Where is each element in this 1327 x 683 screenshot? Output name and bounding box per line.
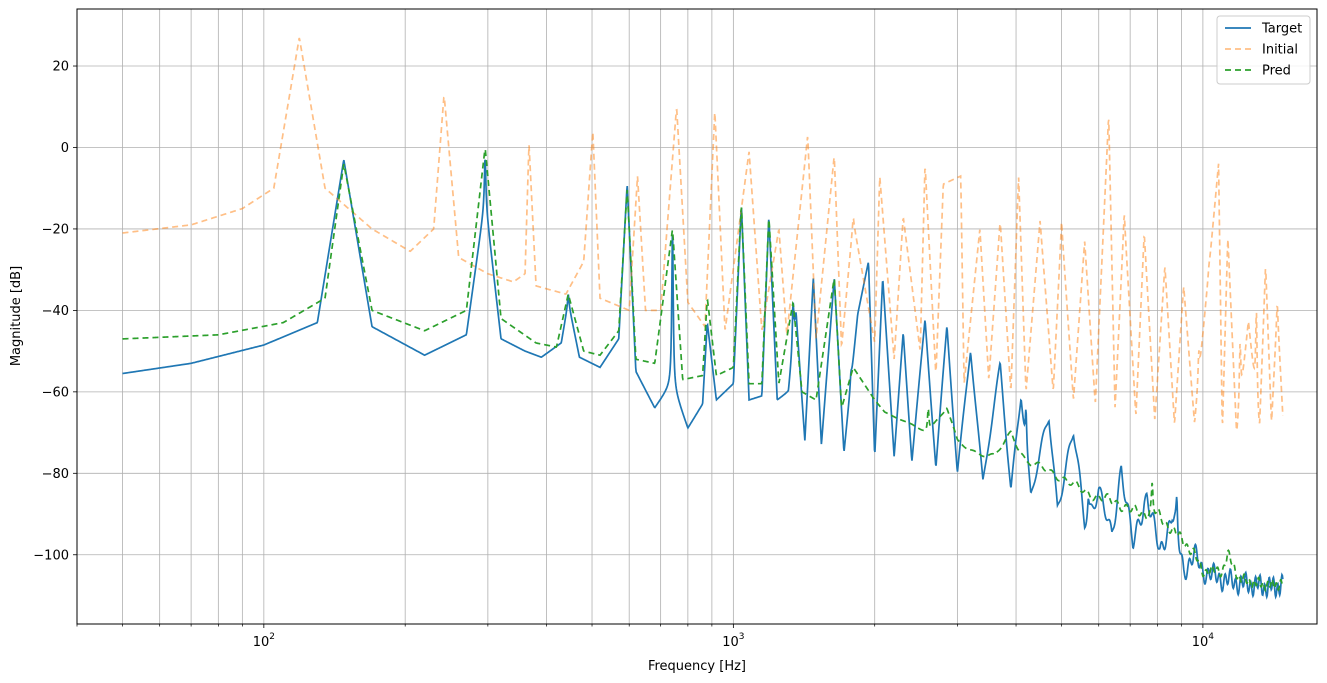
series-layer bbox=[122, 37, 1284, 600]
y-tick-label: −20 bbox=[42, 222, 69, 237]
y-axis-label: Magnitude [dB] bbox=[9, 266, 24, 366]
legend: Target Initial Pred bbox=[1216, 15, 1311, 85]
x-tick-label: 104 bbox=[1192, 632, 1215, 650]
x-axis-label: Frequency [Hz] bbox=[648, 659, 746, 674]
series-line-pred bbox=[122, 148, 1284, 593]
series-line-target bbox=[122, 159, 1284, 600]
x-axis-ticks: 102 103 104 bbox=[76, 624, 1215, 650]
legend-label-target: Target bbox=[1261, 22, 1302, 37]
minor-grid bbox=[76, 9, 1182, 624]
legend-label-pred: Pred bbox=[1262, 64, 1291, 79]
y-tick-label: −100 bbox=[33, 548, 69, 563]
series-line-initial bbox=[122, 37, 1284, 431]
x-tick-label: 103 bbox=[722, 632, 744, 650]
y-tick-label: −60 bbox=[42, 385, 69, 400]
y-tick-label: −80 bbox=[42, 467, 69, 482]
y-tick-label: 20 bbox=[52, 60, 69, 75]
major-grid bbox=[77, 9, 1317, 624]
x-tick-label: 102 bbox=[253, 632, 275, 650]
legend-box bbox=[1216, 15, 1311, 85]
y-tick-label: 0 bbox=[61, 141, 69, 156]
legend-label-initial: Initial bbox=[1262, 43, 1298, 58]
plot-frame bbox=[76, 8, 1318, 625]
y-tick-label: −40 bbox=[42, 304, 69, 319]
y-axis-ticks: 20 0 −20 −40 −60 −80 −100 bbox=[33, 60, 77, 563]
